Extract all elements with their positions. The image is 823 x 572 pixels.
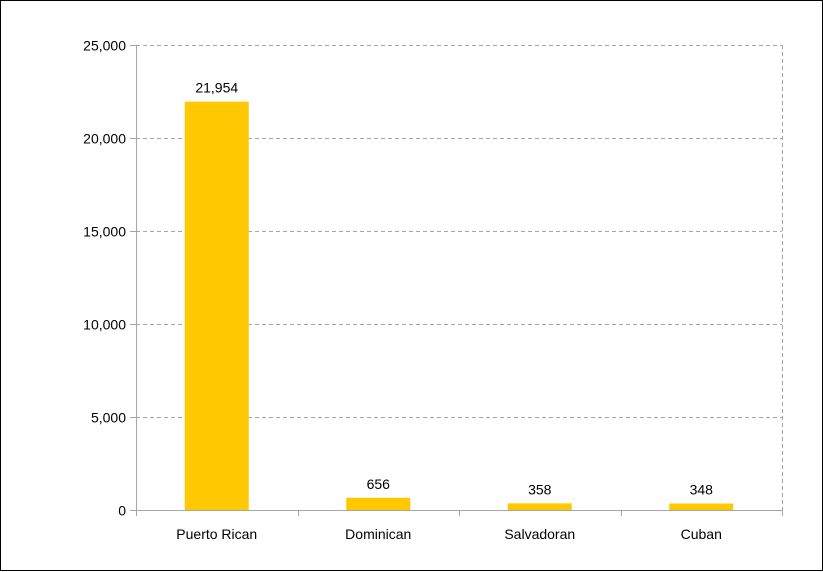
x-category-label: Salvadoran <box>504 526 575 542</box>
x-category-label: Dominican <box>345 526 411 542</box>
x-category-label: Puerto Rican <box>176 526 257 542</box>
bars <box>184 101 734 510</box>
y-tick-label: 20,000 <box>83 131 126 147</box>
y-tick-label: 15,000 <box>83 224 126 240</box>
data-label: 358 <box>528 481 552 497</box>
y-tick-label: 0 <box>118 503 126 519</box>
data-label: 656 <box>367 476 391 492</box>
x-category-label: Cuban <box>681 526 722 542</box>
bar-cuban <box>669 503 734 510</box>
axes <box>130 45 783 516</box>
y-tick-label: 5,000 <box>91 410 126 426</box>
labels: 0 5,000 10,000 15,000 20,000 25,000 21,954 Puer… <box>83 38 722 543</box>
data-label: 348 <box>690 482 714 498</box>
y-tick-label: 25,000 <box>83 38 126 54</box>
y-tick-label: 10,000 <box>83 317 126 333</box>
data-label: 21,954 <box>195 80 238 96</box>
bar-salvadoran <box>507 503 572 510</box>
bar-dominican <box>346 497 411 510</box>
bar-puerto-rican <box>184 101 249 510</box>
